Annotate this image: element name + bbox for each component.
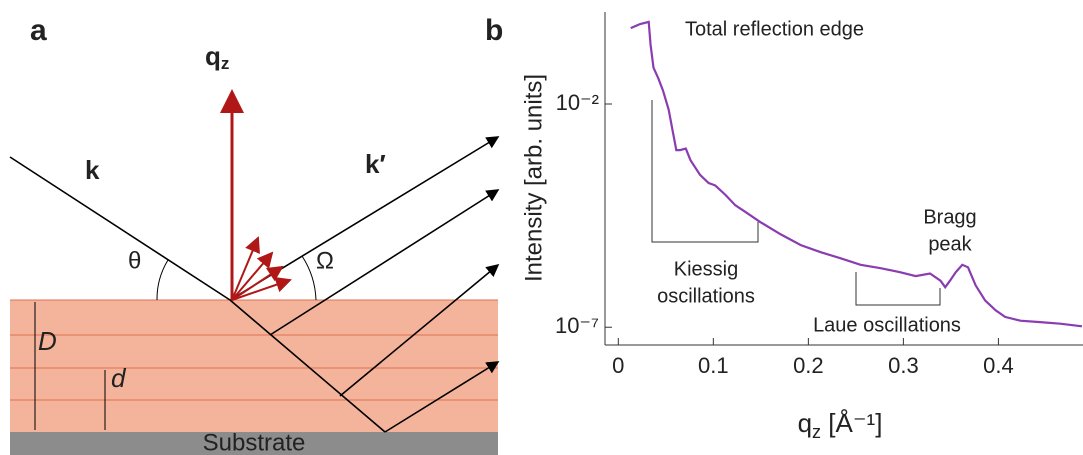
data-line xyxy=(630,20,1083,328)
q-arrow xyxy=(231,236,260,301)
panel-label: a xyxy=(30,14,47,47)
qz-label: qz xyxy=(205,41,229,74)
theta-arc xyxy=(156,259,169,301)
reflected-ray xyxy=(384,361,500,433)
q-arrow xyxy=(231,277,292,301)
y-axis-label: Intensity [arb. units] xyxy=(520,74,547,282)
x-axis-label: qz [Å⁻¹] xyxy=(798,408,883,442)
annotation: peak xyxy=(928,233,972,255)
y-tick-label: 10⁻⁷ xyxy=(555,313,599,338)
x-label-main: q xyxy=(798,408,812,438)
annotation: Kiessig xyxy=(674,258,738,280)
reflected-ray xyxy=(339,263,500,397)
substrate-label: Substrate xyxy=(203,429,306,455)
x-tick-label: 0.2 xyxy=(793,353,824,378)
big-d-label: D xyxy=(38,326,57,356)
panel-label: b xyxy=(485,14,503,47)
k-label: k xyxy=(85,155,100,185)
theta-label: θ xyxy=(128,247,141,274)
k-prime-label: k′ xyxy=(365,149,386,179)
kiessig-bracket xyxy=(651,100,759,243)
annotation: Laue oscillations xyxy=(813,314,961,336)
x-tick-label: 0.3 xyxy=(888,353,919,378)
film-layers xyxy=(10,300,498,432)
x-label-sub: z xyxy=(812,422,821,442)
omega-label: Ω xyxy=(316,247,334,274)
annotation: Total reflection edge xyxy=(685,18,864,40)
q-arrow xyxy=(231,265,284,301)
annotation: Bragg xyxy=(923,206,976,228)
annotation: oscillations xyxy=(657,285,755,307)
omega-arc xyxy=(301,255,317,301)
x-tick-label: 0.4 xyxy=(983,353,1014,378)
q-arrow xyxy=(231,251,274,301)
y-tick-label: 10⁻² xyxy=(556,90,599,115)
reflected-ray xyxy=(269,189,500,336)
small-d-label: d xyxy=(111,363,127,393)
substrate xyxy=(10,432,498,455)
incident-ray xyxy=(9,156,231,301)
x-label-rest: [Å⁻¹] xyxy=(821,408,882,438)
x-tick-label: 0.1 xyxy=(698,353,729,378)
laue-bracket xyxy=(855,272,941,306)
x-tick-label: 0 xyxy=(612,353,624,378)
panel-a: Substrate a qz k k′ θ Ω D d xyxy=(9,14,500,455)
refracted-ray xyxy=(229,299,386,433)
panel-b: 10⁻² 10⁻⁷ 0 0.1 0.2 0.3 0.4 b Intensity [arb. un… xyxy=(485,12,1083,442)
